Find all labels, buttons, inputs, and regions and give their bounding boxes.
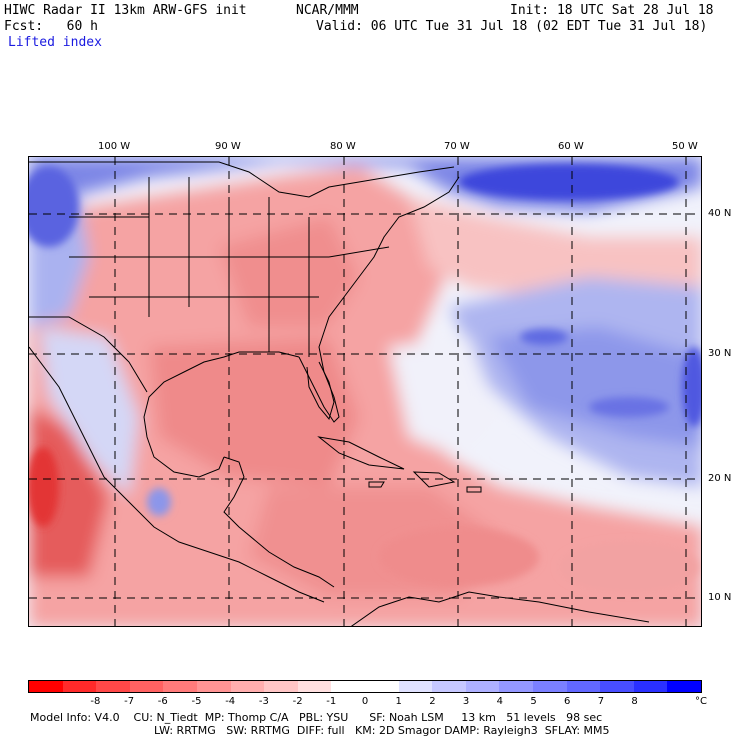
colorbar-unit: °C (695, 696, 707, 707)
atlantic-streak-3 (682, 347, 701, 427)
colorbar-swatch (331, 681, 365, 692)
sw-atlantic-warm (379, 527, 539, 587)
colorbar-swatch (633, 681, 668, 692)
gulf-deep-warm (149, 337, 359, 487)
florida-outline (306, 361, 335, 421)
colorbar-tick-label: 2 (429, 696, 436, 707)
mexico-plateau-cool (39, 327, 139, 497)
colorbar-swatch (96, 681, 130, 692)
lon-label-80w: 80 W (330, 141, 356, 152)
colorbar-swatch (297, 681, 332, 692)
model-title: HIWC Radar II 13km ARW-GFS init (4, 3, 247, 18)
colorbar-tick-label: 4 (496, 696, 503, 707)
colorbar-swatch (129, 681, 164, 692)
atlantic-cool-core (489, 327, 701, 447)
colorbar-tick-label: 1 (395, 696, 402, 707)
colorbar-tick-label: -3 (258, 696, 269, 707)
colorbar-tick-label: -4 (225, 696, 236, 707)
colorbar-tick-label: 6 (564, 696, 571, 707)
central-cool-patch (147, 488, 171, 516)
pacific-core (29, 447, 59, 527)
lon-label-100w: 100 W (98, 141, 131, 152)
colorbar-tick-label: 8 (631, 696, 638, 707)
atlantic-streak-2 (589, 397, 669, 417)
forecast-hour: Fcst: 60 h (4, 19, 98, 34)
lat-label-40n: 40 N (708, 208, 732, 219)
lon-label-50w: 50 W (672, 141, 698, 152)
colorbar-tick-label: -5 (191, 696, 202, 707)
colorbar-swatch (163, 681, 197, 692)
colorbar-tick-label: -6 (157, 696, 168, 707)
colorbar-swatch (264, 681, 298, 692)
field-detail (29, 164, 701, 592)
colorbar-swatch (532, 681, 567, 692)
atlantic-streak-1 (520, 329, 568, 345)
field-name: Lifted index (8, 35, 102, 50)
central-america-coast (223, 456, 335, 588)
pacific-deep-warm (29, 407, 109, 577)
lon-label-60w: 60 W (558, 141, 584, 152)
colorbar-swatch (600, 681, 634, 692)
colorbar-tick-label: 3 (462, 696, 470, 707)
lifted-index-map (28, 156, 702, 627)
model-info-line2: LW: RRTMG SW: RRTMG DIFF: full KM: 2D Sm… (154, 724, 610, 737)
geo-boundaries (29, 161, 650, 626)
us-mexico-border (29, 316, 148, 393)
ne-cool-core (459, 164, 679, 200)
puerto-rico-outline (466, 486, 482, 493)
atlantic-warm-band (409, 197, 701, 307)
colorbar-swatch (364, 681, 399, 692)
gulf-coastline (143, 351, 300, 478)
colorbar-swatch (499, 681, 533, 692)
valid-time: Valid: 06 UTC Tue 31 Jul 18 (02 EDT Tue … (316, 19, 708, 34)
lat-label-30n: 30 N (708, 348, 732, 359)
colorbar-swatch (29, 681, 63, 692)
colorbar-swatch (667, 681, 701, 692)
colorbar-swatch (230, 681, 265, 692)
colorbar-swatch (566, 681, 601, 692)
cuba-outline (317, 436, 405, 470)
colorbar-swatch (398, 681, 433, 692)
colorbar-tick-label: -7 (124, 696, 135, 707)
colorbar (28, 680, 702, 693)
hispaniola-outline (412, 471, 456, 488)
us-east-coastline (298, 176, 460, 423)
graticule (29, 157, 701, 626)
atlantic-neutral (389, 337, 499, 457)
org-label: NCAR/MMM (296, 3, 359, 18)
colorbar-swatch (465, 681, 500, 692)
map-canvas (29, 157, 701, 626)
jamaica-outline (368, 481, 385, 488)
colorbar-tick-label: 0 (361, 696, 369, 707)
lon-label-70w: 70 W (444, 141, 470, 152)
colorbar-swatch (62, 681, 97, 692)
colorbar-tick-label: 5 (530, 696, 537, 707)
colorbar-tick-label: -8 (90, 696, 101, 707)
pacific-coastline (29, 346, 325, 603)
nw-cool-core (29, 167, 79, 247)
lat-label-20n: 20 N (708, 473, 732, 484)
colorbar-swatch (196, 681, 231, 692)
colorbar-tick-label: -1 (326, 696, 337, 707)
us-canada-border (29, 161, 455, 198)
colorbar-tick-label: -2 (292, 696, 303, 707)
colorbar-tick-label: 7 (597, 696, 605, 707)
colorbar-swatch (432, 681, 466, 692)
e-caribbean-warm (559, 542, 699, 592)
lon-label-90w: 90 W (215, 141, 241, 152)
init-time: Init: 18 UTC Sat 28 Jul 18 (510, 3, 714, 18)
warm-region (29, 167, 701, 626)
lat-label-10n: 10 N (708, 592, 732, 603)
model-info-line1: Model Info: V4.0 CU: N_Tiedt MP: Thomp C… (30, 711, 603, 724)
se-us-deep-warm (219, 217, 359, 327)
